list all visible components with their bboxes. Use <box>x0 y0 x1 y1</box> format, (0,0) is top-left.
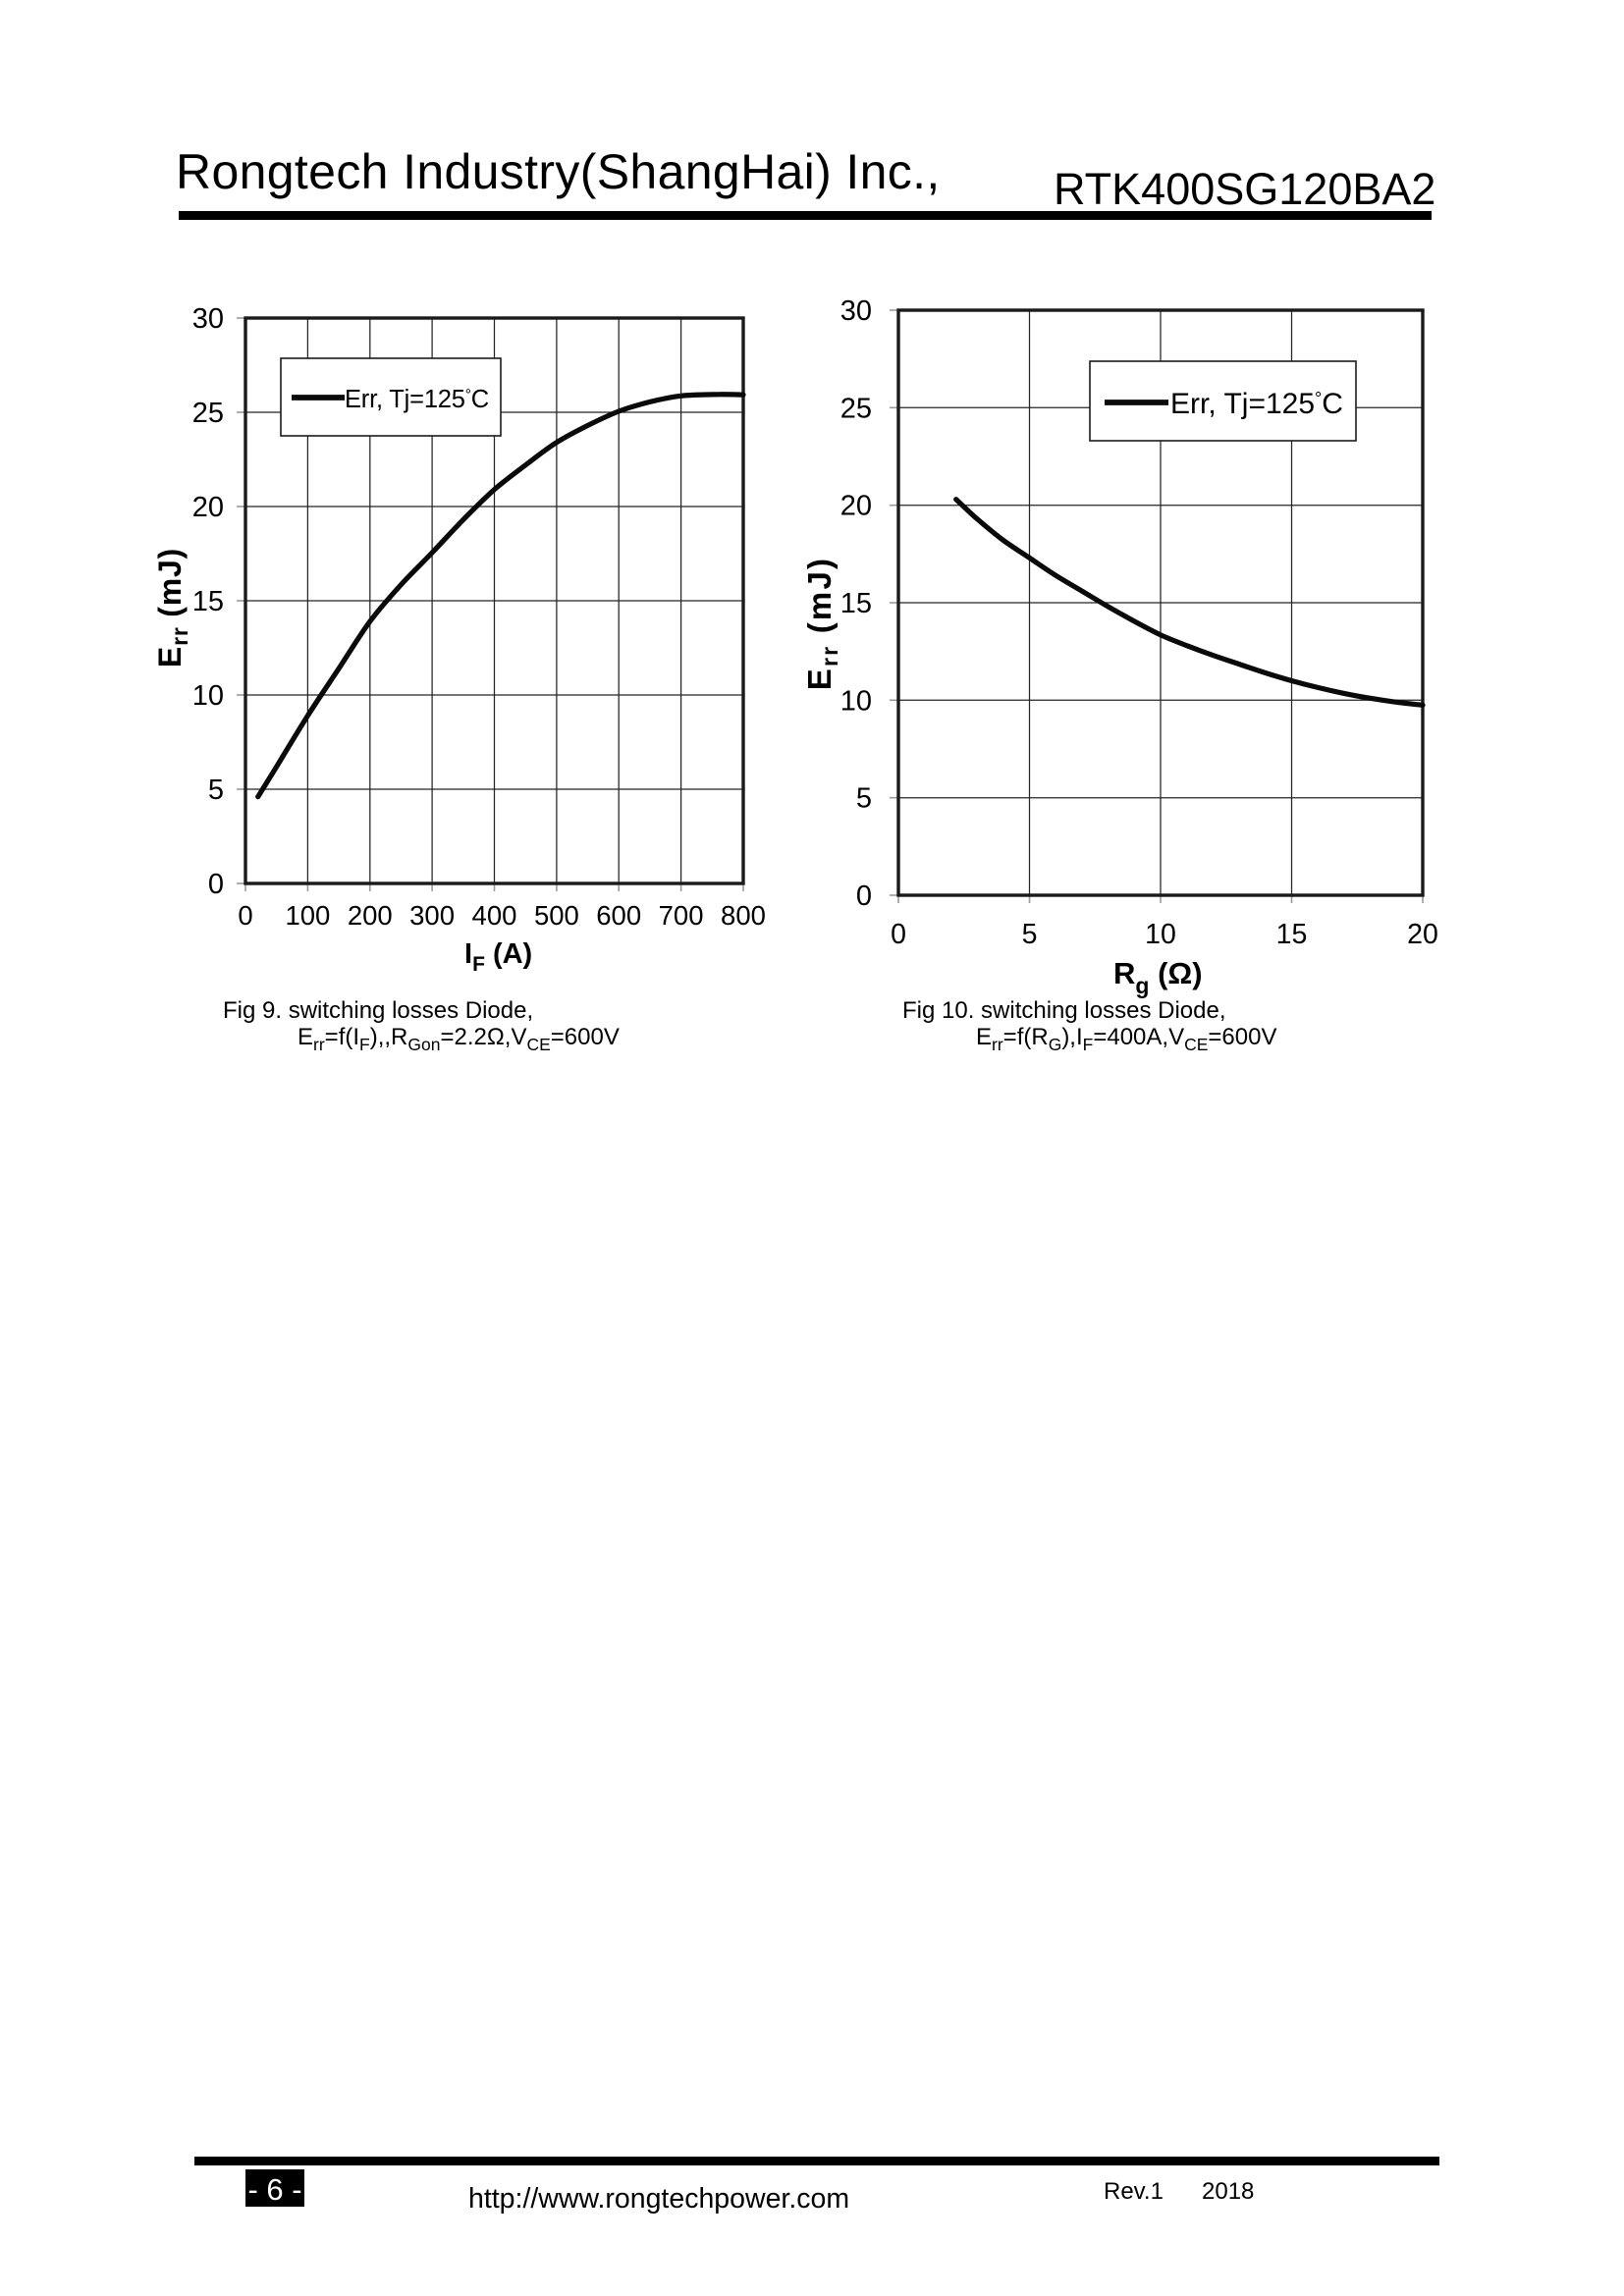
svg-text:500: 500 <box>534 900 579 931</box>
svg-text:Rongtech Industry(ShangHai) In: Rongtech Industry(ShangHai) Inc., <box>176 144 941 199</box>
svg-text:Fig 9. switching losses Diode,: Fig 9. switching losses Diode, <box>223 997 533 1024</box>
svg-text:5: 5 <box>208 774 224 806</box>
svg-text:5: 5 <box>856 783 872 815</box>
svg-text:300: 300 <box>409 900 455 931</box>
svg-text:Err=f(IF),,RGon=2.2Ω,VCE=600V: Err=f(IF),,RGon=2.2Ω,VCE=600V <box>298 1024 620 1054</box>
svg-text:30: 30 <box>840 295 872 327</box>
svg-text:30: 30 <box>192 303 224 335</box>
svg-text:2018: 2018 <box>1202 2178 1254 2205</box>
svg-text:Err=f(RG),IF=400A,VCE=600V: Err=f(RG),IF=400A,VCE=600V <box>976 1024 1276 1054</box>
svg-text:- 6 -: - 6 - <box>247 2172 301 2207</box>
svg-text:http://www.rongtechpower.com: http://www.rongtechpower.com <box>468 2183 849 2215</box>
svg-text:RTK400SG120BA2: RTK400SG120BA2 <box>1054 164 1435 214</box>
svg-text:25: 25 <box>840 393 872 424</box>
svg-text:15: 15 <box>840 588 872 619</box>
svg-text:20: 20 <box>840 491 872 522</box>
svg-text:700: 700 <box>659 900 704 931</box>
svg-text:400: 400 <box>472 900 517 931</box>
svg-text:800: 800 <box>721 900 766 931</box>
svg-text:Err (mJ): Err (mJ) <box>152 548 192 667</box>
svg-text:20: 20 <box>192 492 224 523</box>
svg-text:0: 0 <box>238 900 252 931</box>
svg-text:600: 600 <box>596 900 641 931</box>
svg-text:Fig 10. switching losses Diode: Fig 10. switching losses Diode, <box>902 997 1225 1024</box>
svg-text:0: 0 <box>891 919 906 950</box>
svg-text:Err (mJ): Err (mJ) <box>801 557 842 690</box>
svg-text:5: 5 <box>1022 919 1038 950</box>
svg-text:15: 15 <box>1276 919 1308 950</box>
svg-text:15: 15 <box>192 586 224 617</box>
svg-text:0: 0 <box>208 869 224 900</box>
svg-text:Err, Tj=125°C: Err, Tj=125°C <box>1170 388 1343 420</box>
svg-text:25: 25 <box>192 398 224 429</box>
svg-text:10: 10 <box>840 685 872 717</box>
svg-text:0: 0 <box>856 881 872 912</box>
svg-text:IF (A): IF (A) <box>464 938 532 976</box>
svg-text:10: 10 <box>192 680 224 712</box>
svg-text:10: 10 <box>1145 919 1176 950</box>
svg-text:100: 100 <box>285 900 330 931</box>
svg-text:Err, Tj=125°C: Err, Tj=125°C <box>345 386 489 413</box>
svg-text:20: 20 <box>1407 919 1438 950</box>
svg-text:Rev.1: Rev.1 <box>1104 2178 1164 2205</box>
svg-text:200: 200 <box>348 900 393 931</box>
